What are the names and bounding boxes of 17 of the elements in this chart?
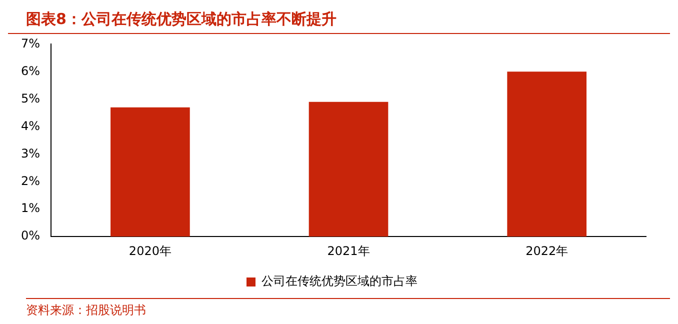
y-tick-label: 6% — [20, 64, 40, 78]
bar — [110, 107, 190, 237]
chart-title: 图表8：公司在传统优势区域的市占率不断提升 — [8, 8, 670, 34]
y-tick-label: 2% — [20, 174, 40, 188]
bar — [507, 72, 587, 237]
x-tick-label: 2021年 — [327, 244, 370, 258]
y-tick-label: 1% — [20, 201, 40, 216]
y-tick-label: 0% — [20, 228, 40, 243]
y-tick-label: 7% — [20, 36, 40, 50]
bar — [308, 102, 388, 237]
y-tick-label: 4% — [20, 118, 40, 133]
y-tick-label: 5% — [20, 91, 40, 106]
x-tick-label: 2020年 — [128, 244, 172, 258]
y-tick-label: 3% — [20, 146, 40, 160]
legend-label: 公司在传统优势区域的市占率 — [262, 274, 418, 288]
text: 资料来源：招股说明书 — [26, 302, 147, 319]
x-tick-label: 2022年 — [526, 244, 568, 258]
